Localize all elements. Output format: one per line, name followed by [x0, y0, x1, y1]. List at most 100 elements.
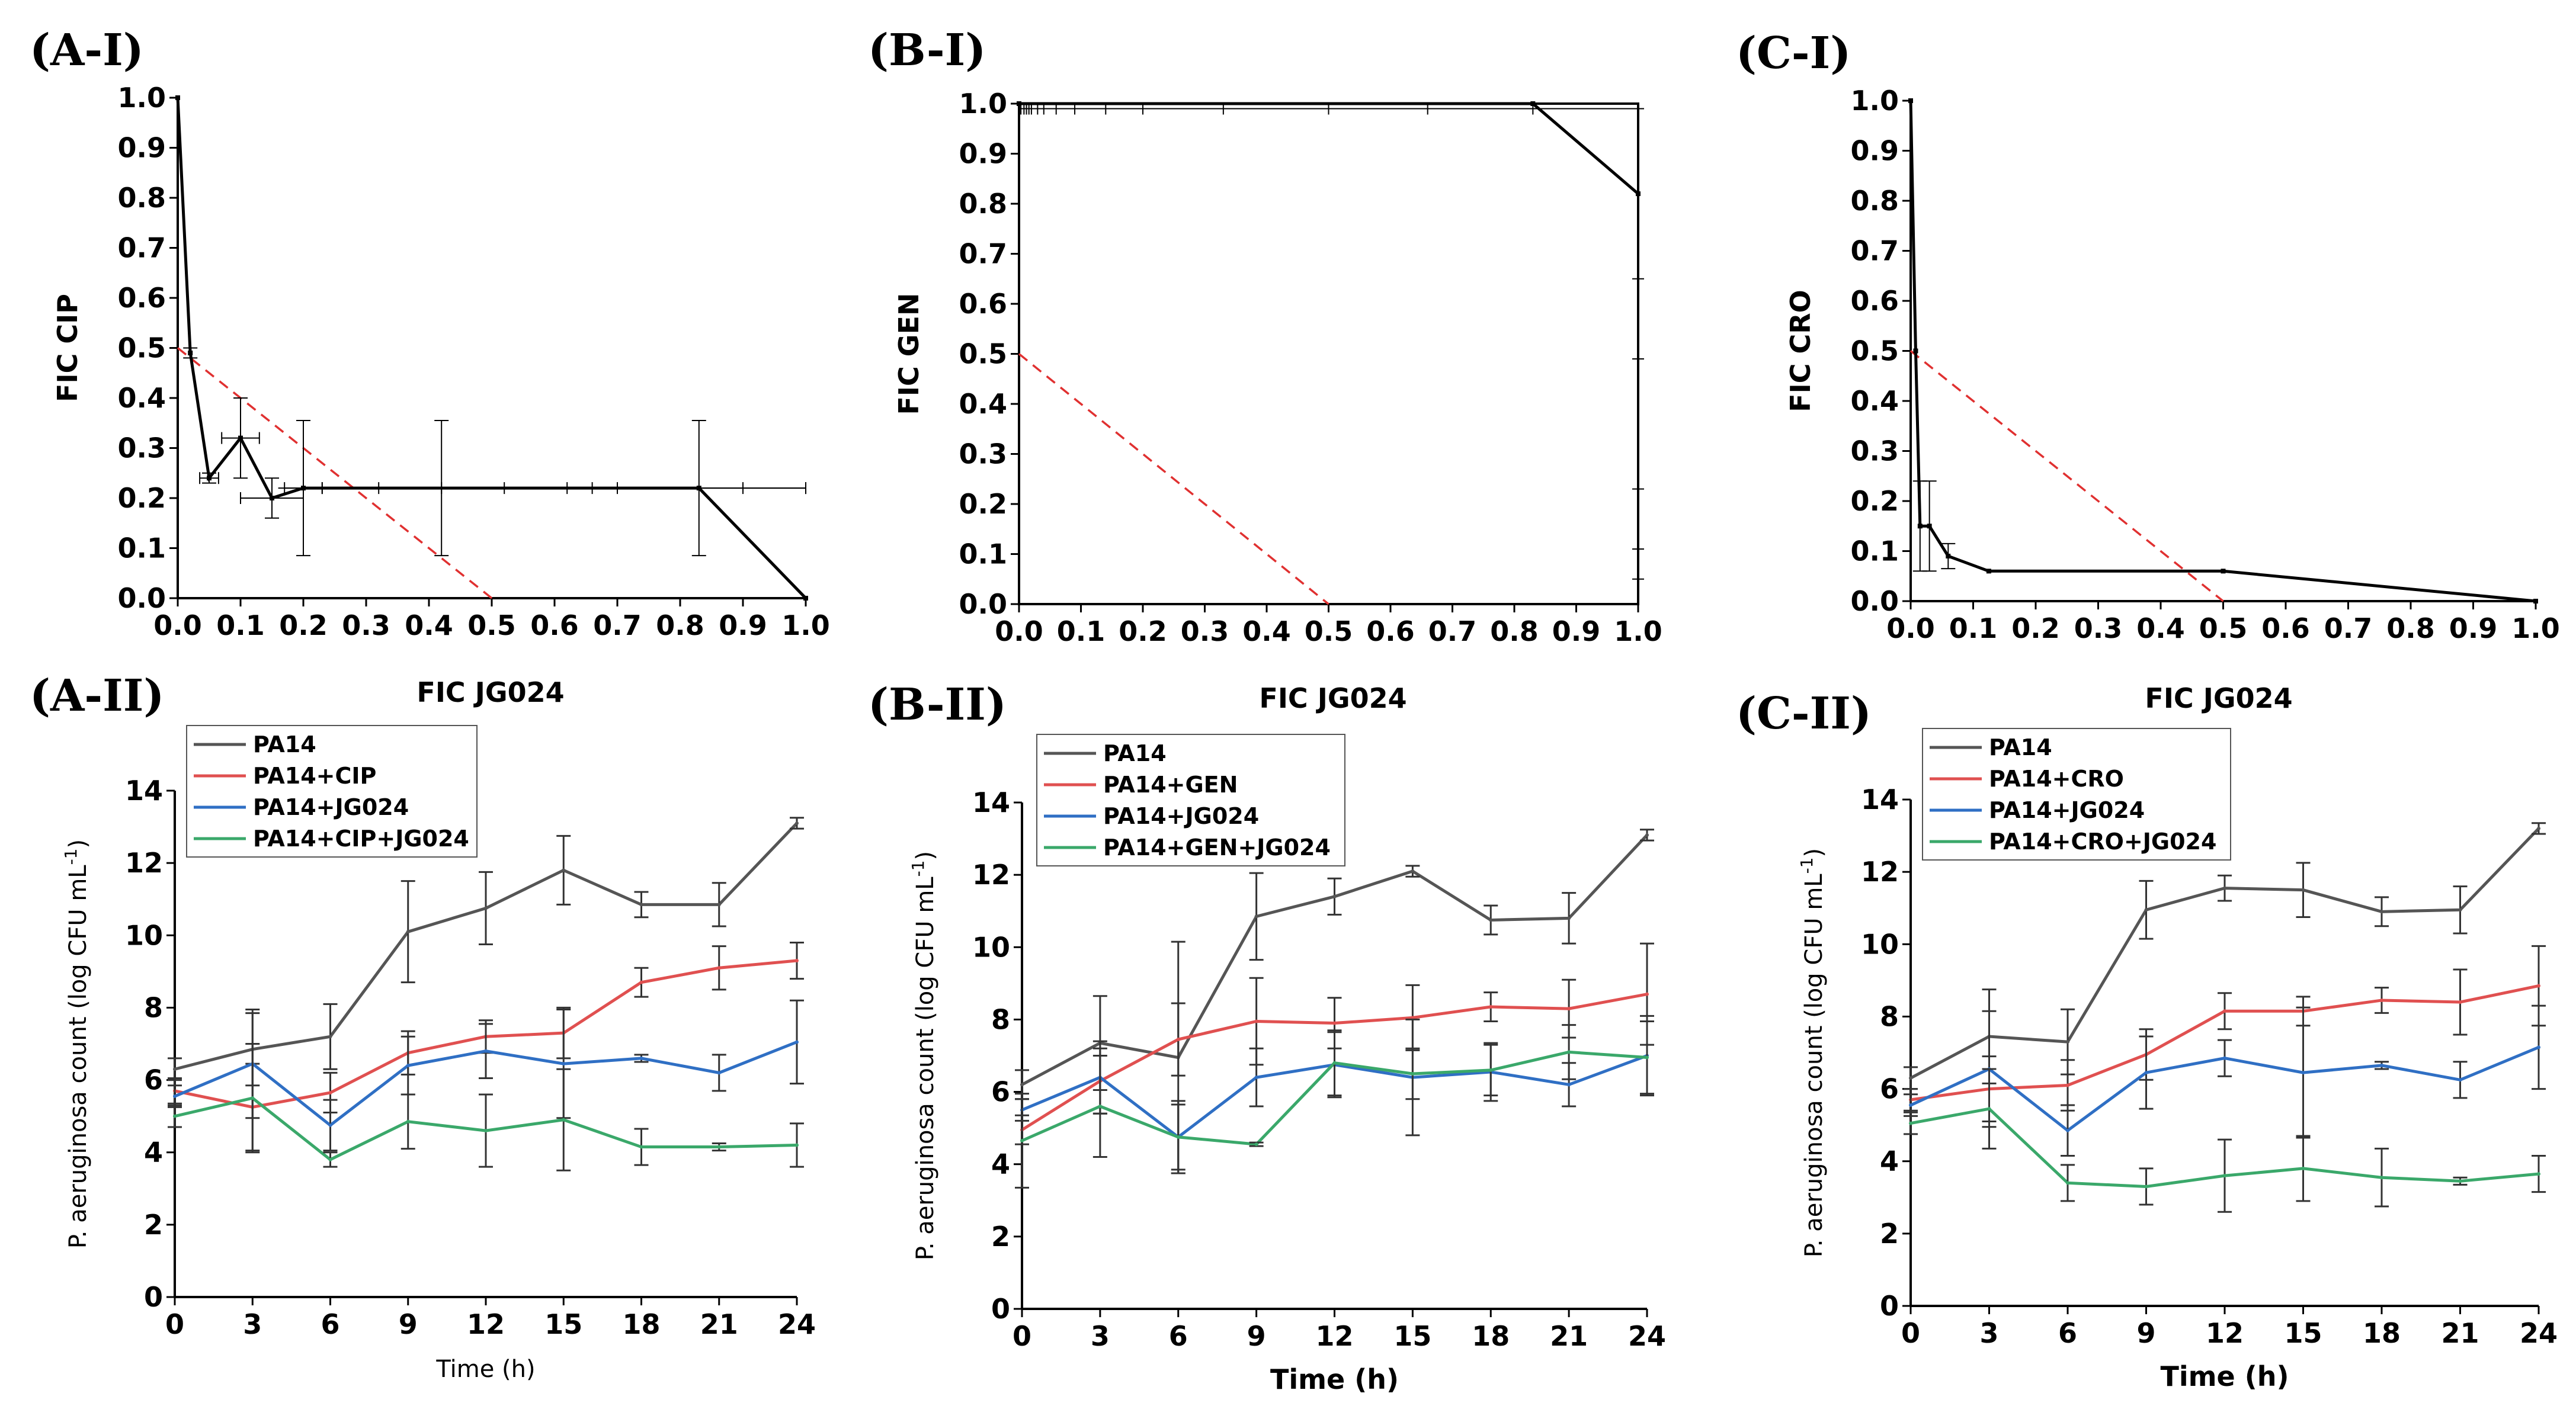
data-point [2301, 888, 2305, 892]
y-tick-label: 4 [991, 1148, 1010, 1180]
x-tick-label: 0 [1013, 1320, 1031, 1352]
x-tick-label: 0.4 [1242, 615, 1291, 647]
x-tick-label: 0.2 [279, 609, 328, 641]
y-tick-label: 8 [144, 991, 163, 1023]
data-point [2537, 1172, 2540, 1176]
panel-label-a2: (A-II) [30, 670, 164, 721]
data-point [562, 868, 566, 872]
data-point [1176, 1038, 1180, 1042]
data-point [1254, 1076, 1258, 1080]
data-point [1987, 1107, 1991, 1111]
data-point [1332, 1021, 1337, 1025]
data-point [2223, 1056, 2226, 1060]
data-point [2223, 1174, 2226, 1178]
data-point [2537, 1045, 2540, 1049]
data-point [173, 1114, 177, 1118]
data-point [795, 821, 799, 825]
x-tick-label: 0.0 [995, 615, 1043, 647]
data-point [717, 903, 721, 907]
y-tick-label: 10 [1861, 928, 1899, 960]
y-tick-label: 2 [1880, 1218, 1899, 1250]
y-axis-label: FIC GEN [893, 293, 925, 415]
y-axis-label: P. aeruginosa count (log CFU mL-1) [908, 851, 940, 1260]
y-tick-label: 0.0 [959, 588, 1008, 620]
y-tick-label: 6 [991, 1076, 1010, 1108]
x-tick-label: 1.0 [1614, 615, 1662, 647]
panel-label-b2: (B-II) [868, 679, 1007, 730]
panel-title-c2: FIC JG024 [2145, 682, 2292, 714]
x-tick-label: 3 [243, 1308, 262, 1340]
legend-label: PA14+CRO+JG024 [1989, 829, 2216, 855]
y-tick-label: 1.0 [1851, 85, 1899, 117]
x-tick-label: 1.0 [781, 609, 830, 641]
y-tick-label: 0.1 [118, 532, 166, 564]
x-tick-label: 0.5 [2199, 612, 2248, 644]
legend-label: PA14+GEN [1103, 772, 1238, 798]
data-point [795, 1143, 799, 1147]
y-tick-label: 1.0 [959, 88, 1008, 120]
x-tick-label: 21 [2441, 1317, 2479, 1349]
y-tick-label: 10 [125, 919, 163, 951]
panel-title-a2: FIC JG024 [416, 676, 564, 708]
data-point [1909, 1103, 1912, 1108]
data-point [1489, 1068, 1493, 1072]
data-point [207, 476, 212, 481]
x-tick-label: 0 [1901, 1317, 1920, 1349]
legend-label: PA14+GEN+JG024 [1103, 834, 1331, 861]
data-point [795, 959, 799, 963]
x-axis-label: Time (h) [2160, 1360, 2289, 1392]
x-tick-label: 9 [1247, 1320, 1266, 1352]
x-tick-label: 0.3 [2074, 612, 2123, 644]
x-tick-label: 0.4 [405, 609, 453, 641]
data-point [1020, 1139, 1024, 1143]
data-point [2223, 886, 2226, 890]
x-tick-label: 0.7 [2324, 612, 2373, 644]
data-point [2223, 1009, 2226, 1013]
legend-label: PA14+JG024 [1989, 797, 2145, 823]
x-tick-label: 0.6 [1366, 615, 1415, 647]
x-tick-label: 9 [2136, 1317, 2155, 1349]
x-tick-label: 12 [1315, 1320, 1353, 1352]
data-point [2458, 908, 2462, 912]
x-tick-label: 12 [467, 1308, 505, 1340]
x-tick-label: 18 [622, 1308, 660, 1340]
data-point [2144, 1185, 2148, 1189]
data-point [1645, 1055, 1649, 1060]
data-point [1908, 98, 1913, 103]
data-point [2458, 1179, 2462, 1183]
data-point [1017, 101, 1021, 106]
y-tick-label: 0.2 [959, 488, 1008, 520]
x-tick-label: 0.1 [1949, 612, 1998, 644]
legend-label: PA14+CIP [253, 763, 376, 789]
data-point [2066, 1181, 2069, 1185]
x-tick-label: 6 [2058, 1317, 2077, 1349]
data-point [2066, 1128, 2069, 1132]
data-point [173, 1067, 177, 1071]
data-point [1913, 348, 1918, 354]
data-point [251, 1096, 255, 1100]
data-point [1909, 1121, 1912, 1125]
data-point [2380, 910, 2383, 914]
y-tick-label: 0.1 [1851, 535, 1899, 567]
data-point [2066, 1040, 2069, 1044]
y-tick-label: 0.4 [959, 388, 1008, 420]
x-tick-label: 24 [778, 1308, 816, 1340]
data-point [2301, 1166, 2305, 1170]
y-tick-label: 0.2 [118, 482, 166, 514]
data-point [1411, 1016, 1415, 1020]
y-axis-label: FIC CRO [1784, 290, 1816, 412]
legend-box [186, 725, 478, 858]
y-tick-label: 0.9 [1851, 135, 1899, 167]
x-tick-label: 0.9 [719, 609, 767, 641]
x-tick-label: 12 [2206, 1317, 2244, 1349]
data-point [1254, 1142, 1258, 1147]
y-tick-label: 4 [144, 1137, 163, 1169]
y-tick-label: 2 [991, 1221, 1010, 1253]
chart-c1: 0.0 0.1 0.2 0.3 0.4 0.5 0.6 0.7 0.8 0.9 1.0 0.0 0.1 0… [1784, 85, 2560, 644]
y-axis-label: FIC CIP [52, 294, 84, 402]
data-point [1567, 916, 1571, 920]
x-tick-label: 0.4 [2136, 612, 2185, 644]
y-tick-label: 0 [144, 1281, 163, 1313]
